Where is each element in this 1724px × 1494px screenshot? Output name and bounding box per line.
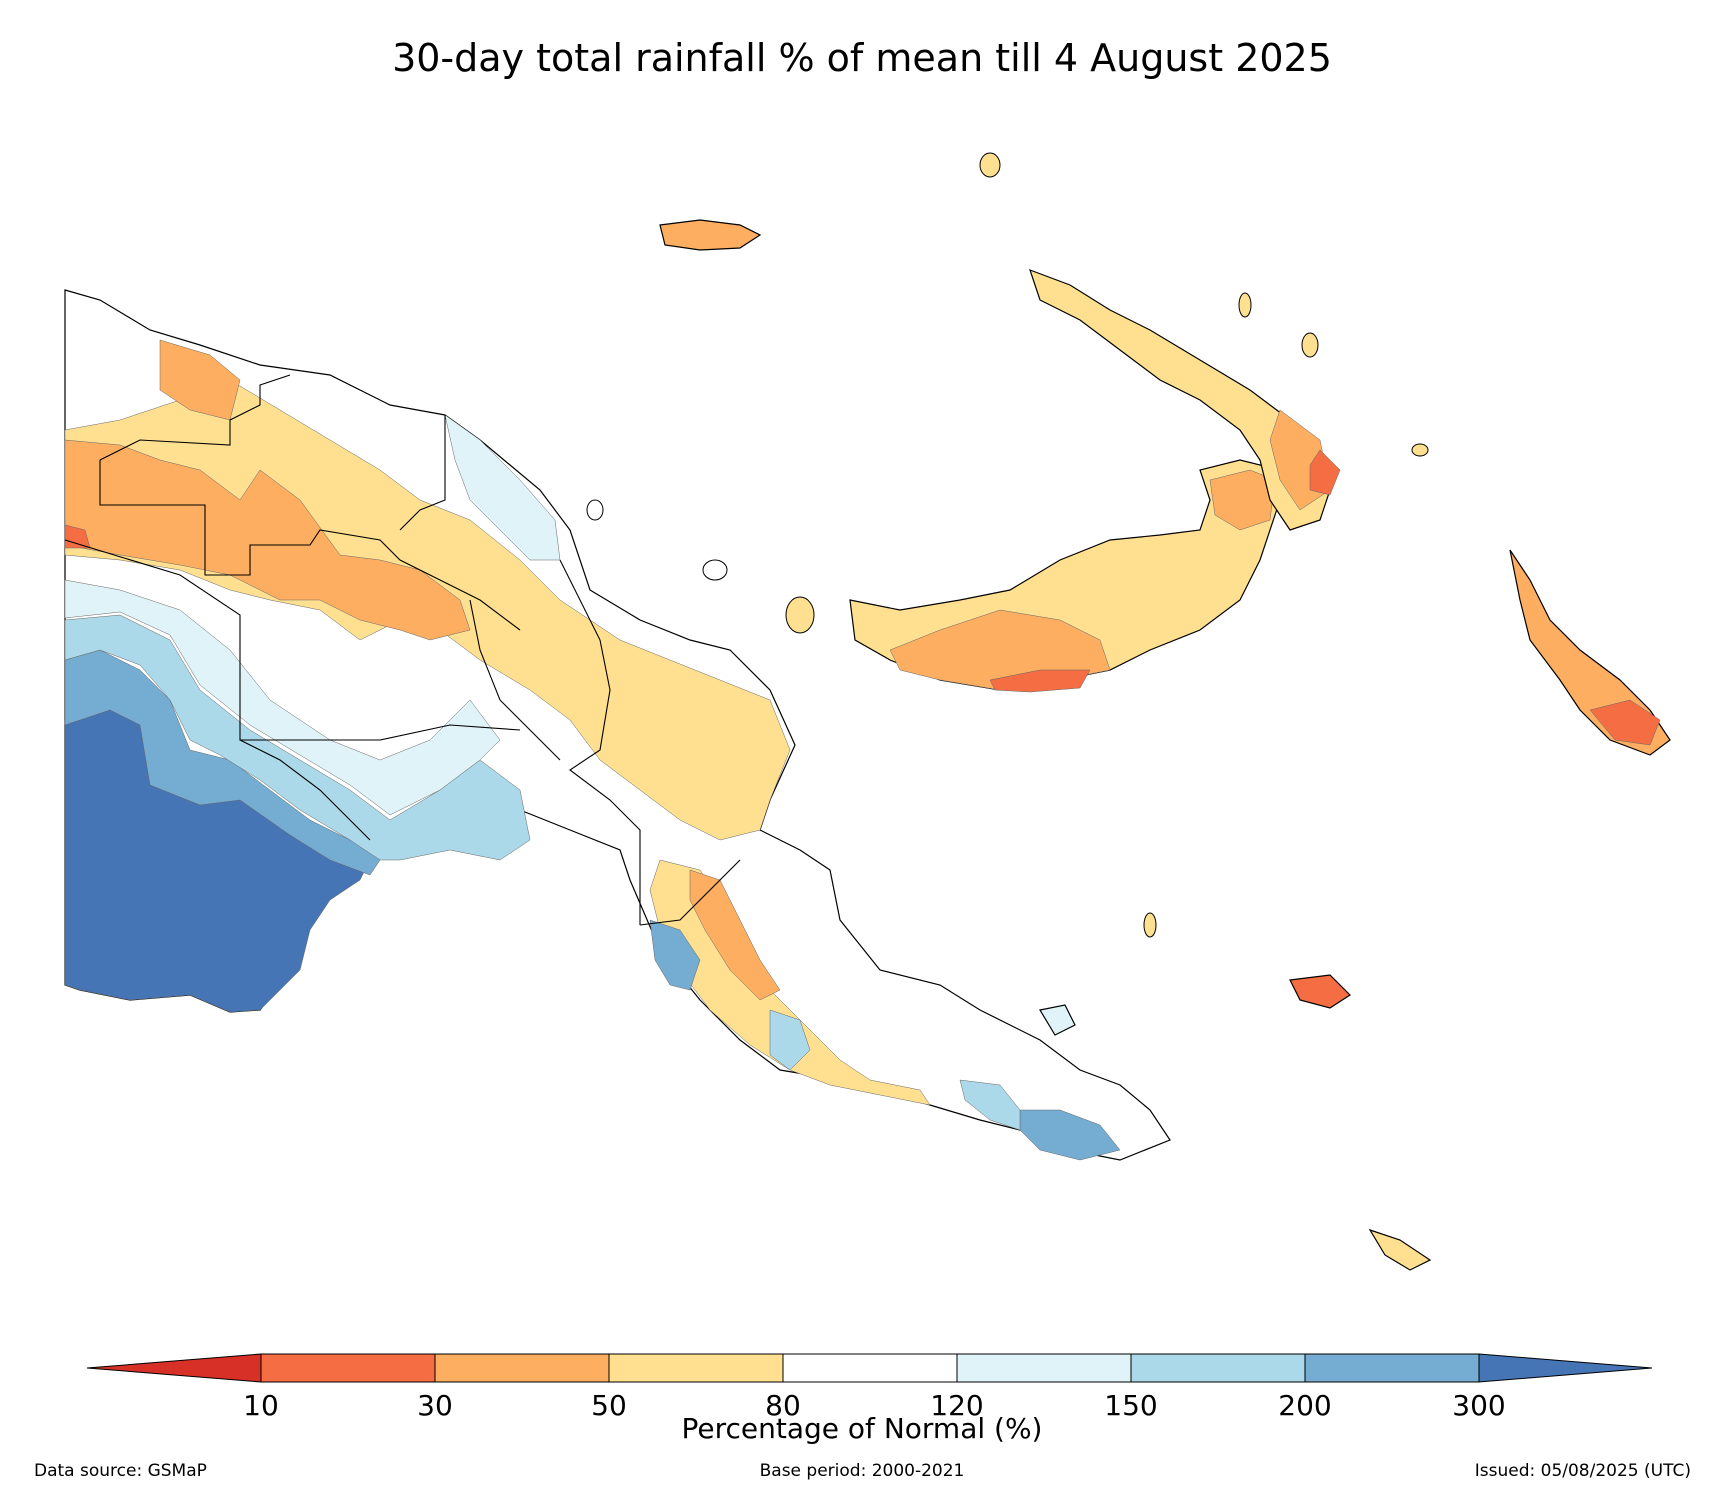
colorbar-bin-30-50: [434, 1353, 610, 1383]
colorbar-bin-200-300: [1304, 1353, 1480, 1383]
province-boundaries: [64, 374, 741, 926]
new-ireland-island: [1029, 268, 1331, 531]
small-islands: [586, 152, 1429, 938]
region-wet-south: [64, 649, 381, 876]
new-ireland-very-dry: [1309, 449, 1341, 496]
colorbar-extend-high: [1478, 1353, 1653, 1383]
colorbar-bin-10-30: [260, 1353, 436, 1383]
colorbar-tick-300: 300: [1452, 1389, 1505, 1422]
colorbar-bin-80-120: [782, 1353, 958, 1383]
new-britain-dry-east: [1209, 469, 1276, 531]
bougainville-very-dry: [1589, 699, 1661, 746]
rossel-island: [1368, 1228, 1432, 1271]
region-slightly-wet-north-coast: [444, 414, 561, 561]
colorbar-tick-120: 120: [930, 1389, 983, 1422]
region-drier-papuan-tail: [689, 869, 781, 1001]
colorbar-tick-10: 10: [243, 1389, 279, 1422]
colorbar-bin-120-150: [956, 1353, 1132, 1383]
region-very-wet-eastern-tip: [1019, 1109, 1121, 1161]
colorbar-bin-50-80: [608, 1353, 784, 1383]
colorbar-extend-low: [86, 1353, 262, 1383]
colorbar-title: Percentage of Normal (%): [681, 1412, 1043, 1445]
region-slightly-wet-south: [64, 579, 501, 816]
colorbar-tick-200: 200: [1278, 1389, 1331, 1422]
colorbar-tick-50: 50: [591, 1389, 627, 1422]
woodlark-island: [1289, 974, 1351, 1009]
goodenough-island: [1039, 1004, 1076, 1036]
region-wet-papuan-coast: [649, 919, 701, 991]
issued-date-note: Issued: 05/08/2025 (UTC): [1474, 1461, 1691, 1481]
data-source-note: Data source: GSMaP: [34, 1461, 207, 1481]
region-wet-papuan-south: [769, 1009, 811, 1071]
colorbar-tick-80: 80: [765, 1389, 801, 1422]
map-title: 30-day total rainfall % of mean till 4 A…: [392, 36, 1332, 80]
region-wet-eastern-tip: [959, 1079, 1021, 1131]
base-period-note: Base period: 2000-2021: [759, 1461, 965, 1481]
colorbar-tick-150: 150: [1104, 1389, 1157, 1422]
manus-island: [659, 219, 762, 251]
colorbar-bin-150-200: [1130, 1353, 1306, 1383]
colorbar: 10 30 50 80 120 150 200 300: [86, 1353, 1653, 1422]
colorbar-tick-30: 30: [417, 1389, 453, 1422]
new-britain-dry-south: [989, 669, 1091, 693]
region-moderately-wet-south: [64, 614, 531, 861]
